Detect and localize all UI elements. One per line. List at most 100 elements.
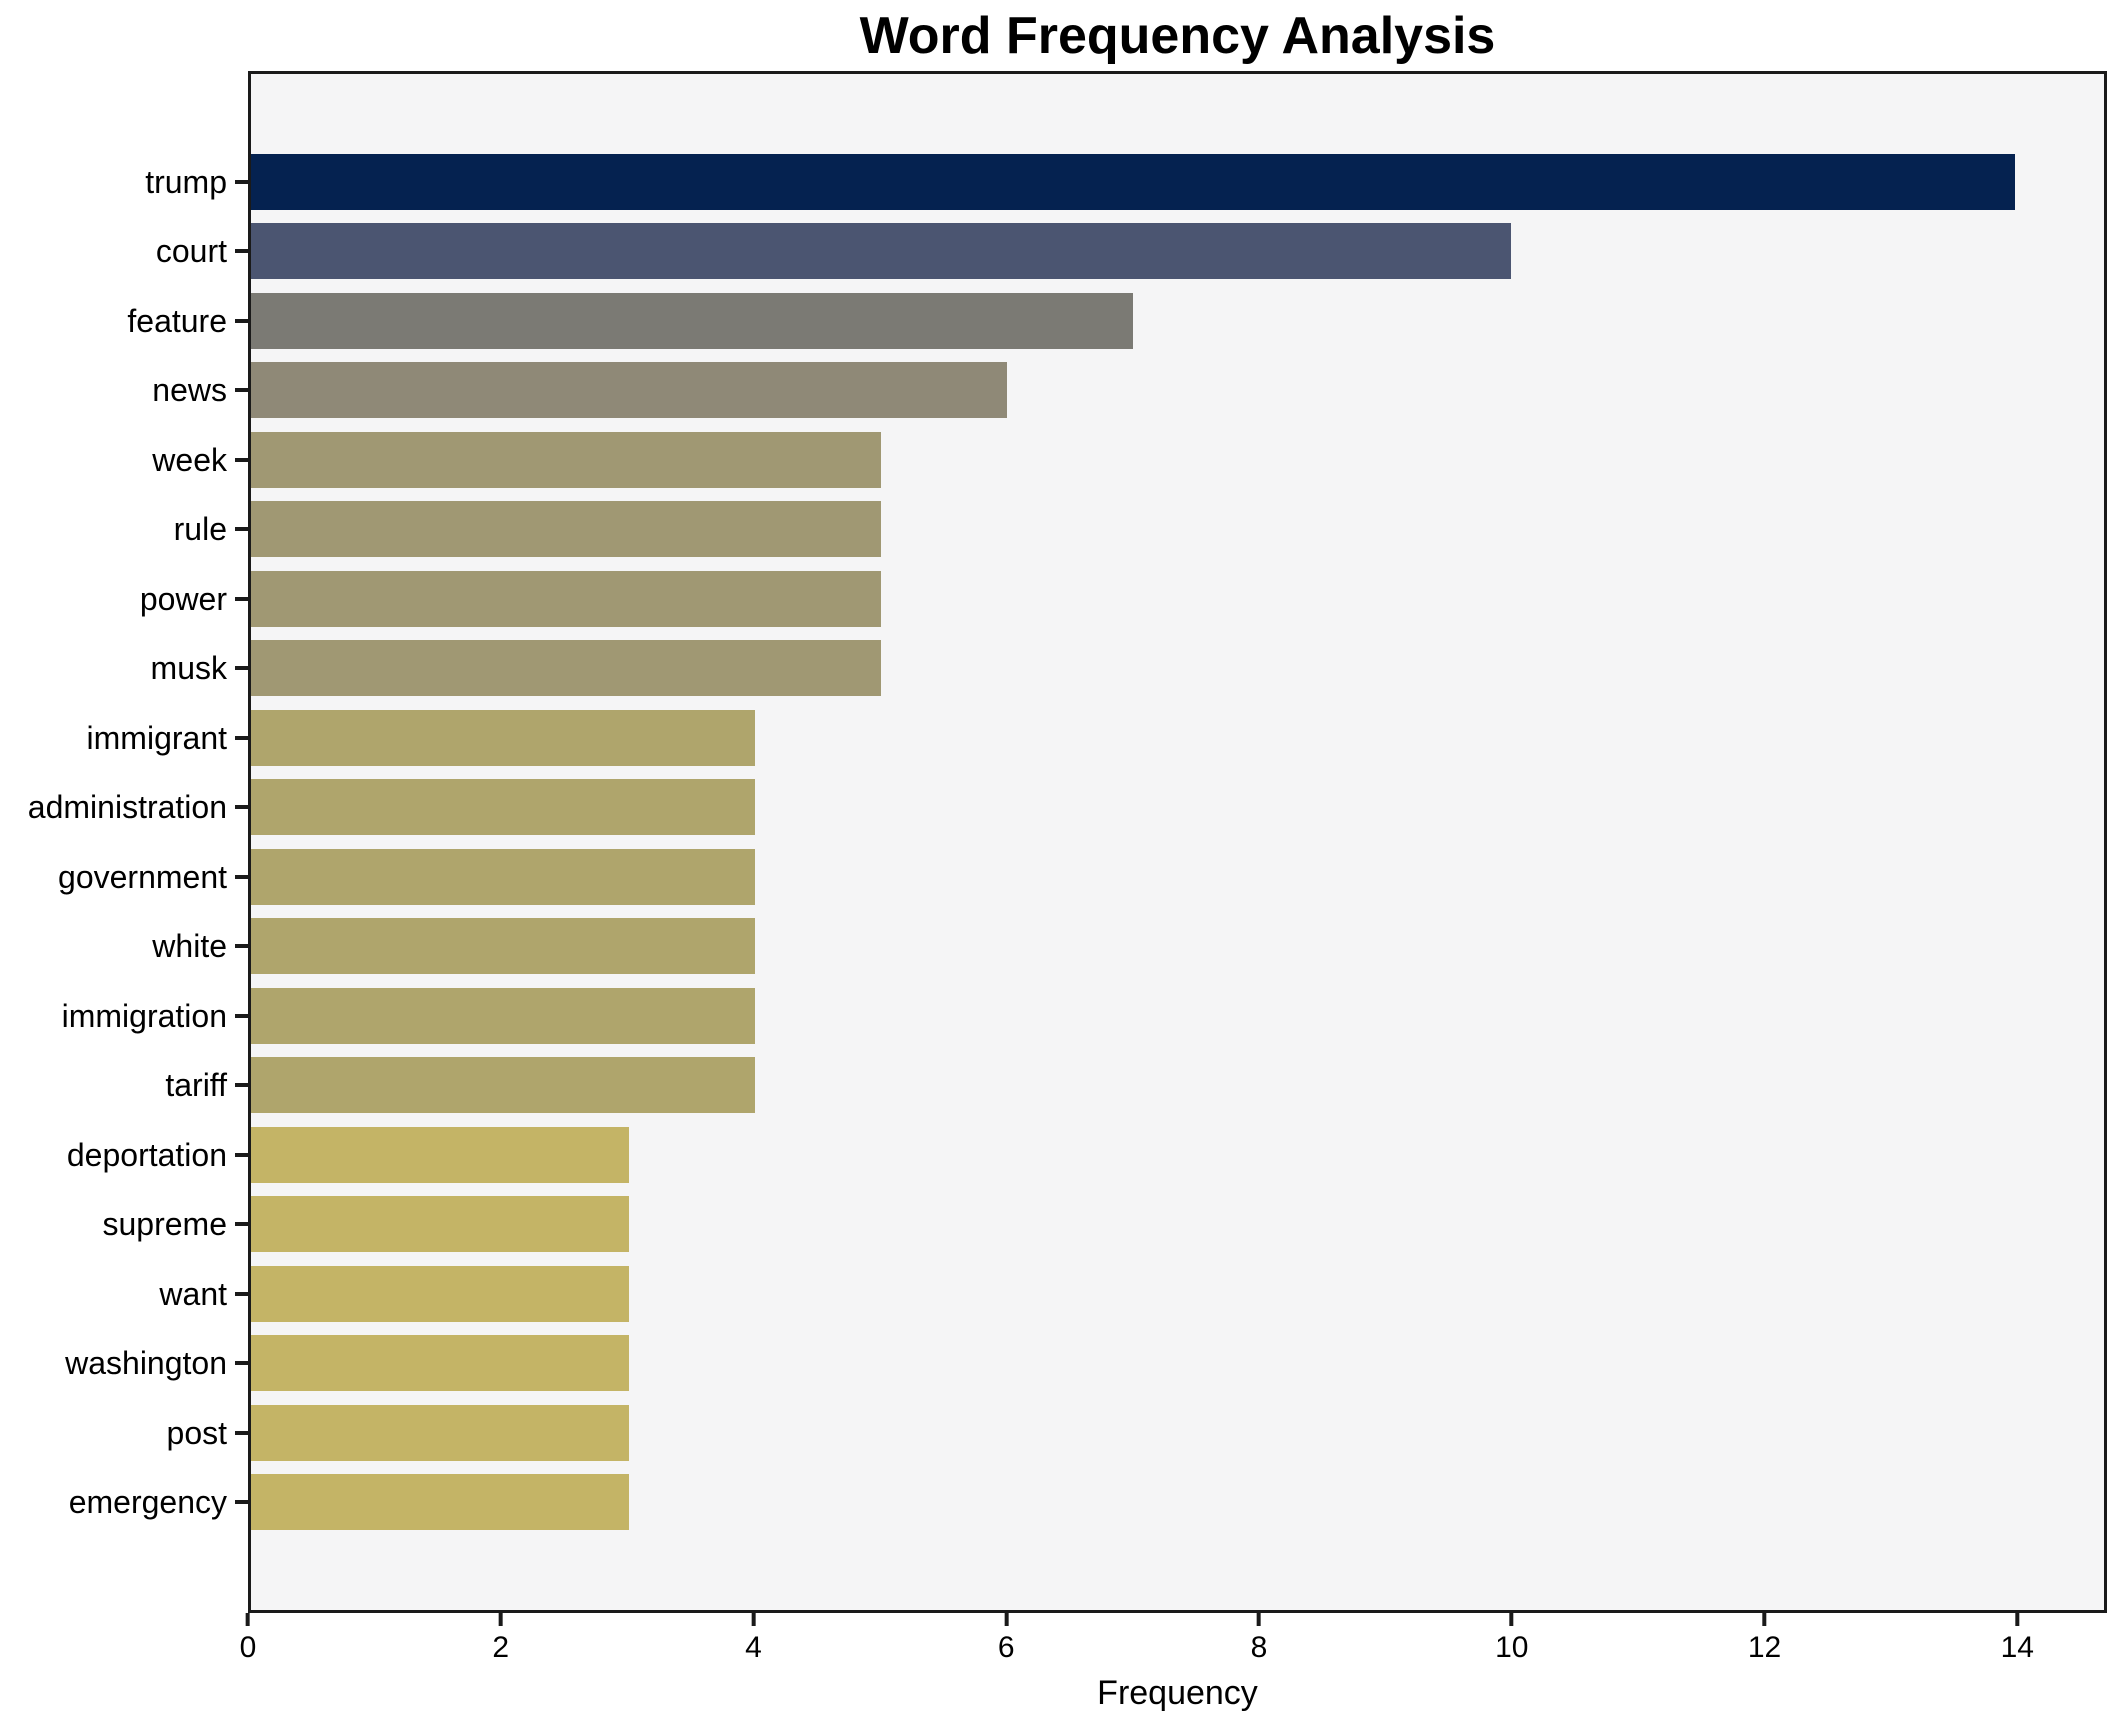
x-tick-mark [751,1613,756,1626]
x-tick-label: 4 [745,1631,762,1664]
y-tick-label: court [155,233,227,270]
y-tick-mark [235,1500,248,1505]
y-tick-label: supreme [102,1206,228,1243]
x-axis-label: Frequency [1097,1674,1258,1712]
x-tick-mark [1004,1613,1009,1626]
bar-emergency [251,1474,629,1531]
bar-row: feature [127,286,2104,356]
y-tick-label: power [139,580,227,617]
bar-row: immigrant [87,703,2104,773]
y-tick-mark [235,527,248,532]
y-tick-mark [235,666,248,671]
bar-washington [251,1335,629,1392]
bar-row: week [152,425,2104,495]
y-tick-mark [235,874,248,879]
y-tick-mark [235,1430,248,1435]
bar-row: trump [145,147,2104,217]
x-tick: 12 [1748,1613,1781,1663]
bar-row: emergency [69,1468,2104,1538]
y-tick-label: government [58,858,227,895]
bar-row: tariff [165,1051,2104,1121]
y-tick-label: emergency [68,1484,227,1521]
y-tick-mark [235,457,248,462]
bar-row: white [152,912,2104,982]
y-tick-mark [235,249,248,254]
y-tick-label: administration [27,789,227,826]
y-tick-mark [235,944,248,949]
bar-news [251,362,1007,419]
bar-court [251,223,1511,280]
y-tick-label: tariff [165,1067,227,1104]
bar-row: government [58,842,2104,912]
bar-row: administration [28,773,2104,843]
bar-feature [251,292,1133,349]
bar-row: musk [151,634,2104,704]
y-tick-label: post [166,1414,227,1451]
x-tick: 2 [492,1613,509,1663]
bar-row: immigration [62,981,2104,1051]
y-tick-label: washington [65,1345,227,1382]
bar-row: power [140,564,2104,634]
chart-title: Word Frequency Analysis [859,7,1496,65]
y-tick-mark [235,1152,248,1157]
y-tick-label: rule [173,511,227,548]
bar-white [251,918,755,975]
bar-want [251,1265,629,1322]
x-tick-label: 8 [1250,1631,1268,1664]
bar-trump [251,153,2015,210]
y-tick-mark [235,1361,248,1366]
x-tick-mark [1257,1613,1261,1626]
x-tick: 14 [2001,1613,2034,1663]
x-tick-mark [1509,1613,1514,1626]
y-tick-mark [235,1013,248,1018]
bar-row: supreme [103,1190,2104,1260]
x-tick-label: 6 [997,1631,1015,1664]
bar-week [251,431,881,488]
bar-row: news [152,356,2104,426]
y-tick-label: musk [150,650,227,687]
bar-row: deportation [67,1120,2104,1190]
x-tick-label: 2 [492,1631,510,1664]
bar-row: court [156,217,2104,287]
y-tick-mark [235,735,248,740]
y-tick-label: news [152,372,227,409]
x-tick: 10 [1495,1613,1528,1663]
bar-musk [251,640,881,697]
bar-supreme [251,1196,629,1253]
y-tick-mark [235,179,248,184]
bar-row: want [159,1259,2104,1329]
y-tick-mark [235,388,248,393]
y-tick-label: week [152,441,227,478]
bar-rule [251,501,881,558]
x-tick: 0 [239,1613,257,1664]
x-tick-mark [1762,1613,1767,1626]
bar-row: post [167,1398,2104,1468]
bar-tariff [251,1057,755,1114]
x-tick: 6 [998,1613,1015,1663]
bar-post [251,1404,629,1461]
x-tick-mark [498,1613,503,1626]
y-tick-mark [235,805,248,810]
y-tick-mark [235,318,248,323]
x-tick-label: 12 [1747,1631,1782,1664]
y-tick-label: immigrant [86,719,227,756]
x-tick: 8 [1250,1613,1268,1664]
x-tick-mark [246,1613,250,1626]
plot-area: trump court feature news week rule power musk im… [28,71,2107,1613]
y-tick-label: deportation [66,1136,227,1173]
y-tick-label: trump [145,163,227,200]
y-tick-label: want [159,1275,227,1312]
y-tick-mark [235,1083,248,1088]
bar-administration [251,779,755,836]
bar-immigration [251,987,755,1044]
bar-deportation [251,1126,629,1183]
x-tick-label: 14 [2000,1631,2034,1664]
bar-government [251,848,755,905]
x-tick: 4 [745,1613,762,1663]
y-tick-label: white [152,928,227,965]
y-tick-mark [235,1222,248,1227]
y-tick-label: feature [127,302,227,339]
x-tick-label: 10 [1495,1631,1529,1664]
x-tick-label: 0 [239,1631,257,1664]
